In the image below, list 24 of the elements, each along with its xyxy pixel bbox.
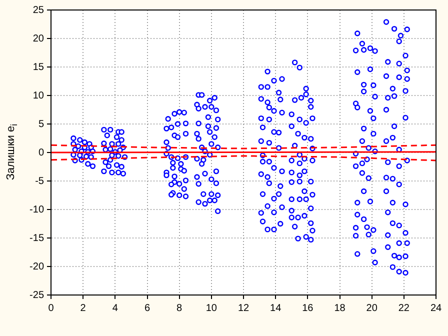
- y-tick-label: 25: [32, 4, 44, 16]
- x-tick-label: 4: [112, 302, 118, 314]
- x-tick-label: 2: [80, 302, 86, 314]
- y-tick-label: 15: [32, 62, 44, 73]
- x-tick-label: 6: [144, 302, 150, 314]
- y-tick-label: 5: [38, 118, 44, 130]
- x-tick-label: 24: [430, 302, 442, 314]
- y-tick-label: 0: [38, 147, 44, 158]
- x-tick-label: 0: [48, 302, 54, 314]
- y-tick-label: 10: [32, 90, 44, 102]
- y-tick-label: -15: [30, 232, 44, 244]
- x-tick-label: 10: [206, 302, 218, 314]
- y-tick-label: -20: [30, 261, 44, 272]
- x-tick-label: 18: [334, 302, 346, 314]
- x-tick-label: 16: [302, 302, 314, 314]
- y-tick-label: -25: [30, 290, 44, 301]
- y-tick-label: -5: [35, 176, 44, 187]
- y-tick-label: -10: [30, 204, 44, 216]
- x-tick-label: 12: [238, 302, 250, 314]
- y-tick-label: 20: [32, 33, 44, 44]
- x-tick-label: 22: [398, 302, 410, 314]
- x-tick-label: 20: [366, 302, 378, 314]
- x-tick-label: 8: [176, 302, 183, 314]
- x-tick-label: 14: [270, 302, 282, 314]
